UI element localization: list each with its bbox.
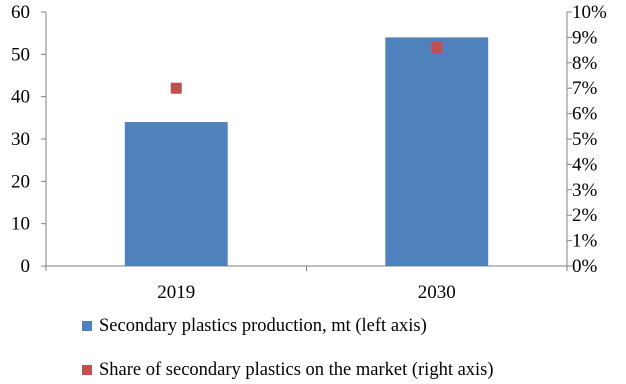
y-right-tick-label: 3% bbox=[572, 180, 598, 201]
y-right-tick-label: 6% bbox=[572, 104, 598, 125]
legend-item-production: Secondary plastics production, mt (left … bbox=[82, 316, 427, 336]
y-left-tick-label: 60 bbox=[11, 2, 30, 23]
legend-swatch-marker bbox=[82, 365, 92, 375]
bar bbox=[124, 122, 228, 266]
legend-item-share: Share of secondary plastics on the marke… bbox=[82, 360, 494, 380]
y-right-tick-label: 4% bbox=[572, 154, 598, 175]
marker-point bbox=[431, 42, 443, 54]
y-right-tick-label: 10% bbox=[572, 2, 607, 23]
y-right-tick-label: 8% bbox=[572, 53, 598, 74]
x-tick-label: 2019 bbox=[157, 282, 195, 303]
y-right-tick-label: 5% bbox=[572, 129, 598, 150]
y-right-tick-label: 9% bbox=[572, 27, 598, 48]
y-left-tick-label: 50 bbox=[11, 44, 30, 65]
y-right-tick-label: 7% bbox=[572, 78, 598, 99]
y-left-tick-label: 0 bbox=[21, 256, 31, 277]
x-tick-label: 2030 bbox=[418, 282, 456, 303]
y-right-tick-label: 2% bbox=[572, 205, 598, 226]
y-left-tick-label: 20 bbox=[11, 171, 30, 192]
bar bbox=[385, 37, 489, 267]
y-left-tick-label: 40 bbox=[11, 87, 30, 108]
marker-point bbox=[170, 82, 182, 94]
y-right-tick-label: 0% bbox=[572, 256, 598, 277]
legend-label-production: Secondary plastics production, mt (left … bbox=[99, 316, 427, 336]
legend-label-share: Share of secondary plastics on the marke… bbox=[99, 360, 494, 380]
legend-swatch-bar bbox=[82, 321, 92, 331]
y-left-tick-label: 30 bbox=[11, 129, 30, 150]
y-right-tick-label: 1% bbox=[572, 231, 598, 252]
y-left-tick-label: 10 bbox=[11, 214, 30, 235]
